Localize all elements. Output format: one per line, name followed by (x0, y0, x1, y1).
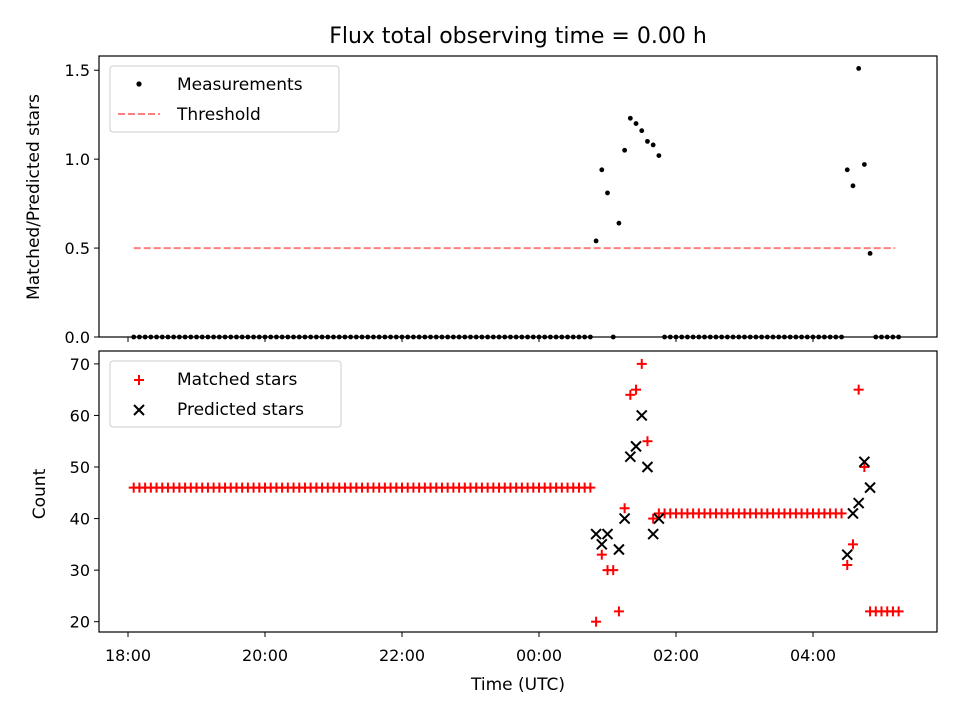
predicted-star-point (841, 548, 853, 561)
matched-star-point (648, 513, 659, 524)
predicted-star-point (858, 456, 871, 468)
matched-star-point (596, 549, 607, 560)
bottom-panel: 20 30 40 50 60 70 18:00 20:00 22:00 00:00 02:00 04… (30, 350, 938, 695)
bottom-y-tick-label: 50 (70, 458, 90, 477)
top-panel: 0.0 0.5 1.0 1.5 Matched/Predicted stars Mea… (24, 55, 938, 347)
legend-predicted-marker (133, 404, 145, 416)
top-y-ticks: 0.0 0.5 1.0 1.5 (65, 61, 99, 347)
predicted-star-point (653, 512, 665, 525)
measurement-point (622, 147, 628, 153)
bottom-y-axis-label: Count (30, 468, 50, 519)
bottom-y-tick-label: 70 (70, 355, 90, 374)
matched-star-point (842, 559, 853, 570)
predicted-star-point (847, 507, 859, 520)
measurement-point (850, 183, 856, 189)
measurement-point (856, 66, 862, 71)
measurement-point (633, 121, 639, 126)
top-legend-box (109, 65, 340, 133)
matched-star-point (585, 482, 596, 493)
matched-star-point (631, 384, 642, 395)
measurement-point (605, 190, 610, 196)
top-y-tick-label: 1.0 (65, 150, 90, 169)
measurement-point (627, 115, 633, 121)
legend-predicted-label: Predicted stars (177, 400, 304, 420)
bottom-y-tick-label: 20 (70, 613, 90, 632)
matched-star-point (619, 503, 630, 514)
matched-star-point (865, 606, 876, 617)
chart-title: Flux total observing time = 0.00 h (329, 24, 707, 49)
bottom-x-ticks: 18:00 20:00 22:00 00:00 02:00 04:00 (105, 632, 836, 665)
legend-measurements-marker (136, 81, 142, 87)
matched-star-point (625, 389, 636, 400)
predicted-star-point (618, 512, 631, 525)
bottom-legend: Matched stars Predicted stars (109, 360, 342, 428)
measurement-point (844, 167, 850, 173)
predicted-star-point (596, 538, 608, 551)
x-tick-label: 04:00 (790, 646, 836, 665)
matched-star-point (859, 462, 870, 473)
x-tick-label: 00:00 (516, 646, 562, 665)
matched-star-point (608, 565, 619, 576)
measurement-point (861, 162, 867, 167)
bottom-legend-box (109, 360, 342, 428)
measurement-point (599, 167, 605, 173)
predicted-star-point (641, 461, 654, 473)
top-y-axis-label: Matched/Predicted stars (24, 94, 44, 300)
matched-star-point (853, 384, 864, 395)
top-y-tick-label: 1.5 (65, 61, 90, 80)
measurement-point (593, 238, 599, 244)
predicted-star-point (636, 409, 648, 422)
x-tick-label: 22:00 (379, 646, 425, 665)
legend-measurements-label: Measurements (177, 75, 303, 95)
measurement-point (656, 153, 662, 158)
matched-star-point (642, 436, 653, 447)
bottom-y-tick-label: 40 (70, 510, 90, 529)
matched-star-point (653, 508, 664, 519)
bottom-marks (128, 358, 904, 627)
top-y-tick-label: 0.5 (65, 239, 90, 258)
measurement-point (616, 220, 622, 226)
bottom-y-tick-label: 60 (70, 406, 90, 425)
legend-threshold-label: Threshold (176, 105, 261, 125)
legend-matched-label: Matched stars (177, 370, 297, 390)
matched-star-point (847, 539, 858, 550)
bottom-plot-frame (98, 350, 938, 633)
measurement-point (867, 251, 873, 256)
bottom-y-ticks: 20 30 40 50 60 70 (70, 355, 99, 632)
x-tick-label: 02:00 (653, 646, 699, 665)
x-axis-label: Time (UTC) (470, 675, 565, 695)
matched-star-point (836, 508, 847, 519)
predicted-star-point (630, 440, 642, 453)
x-tick-label: 20:00 (242, 646, 288, 665)
measurement-point (650, 142, 656, 148)
matched-star-point (591, 616, 602, 627)
predicted-star-point (624, 450, 637, 463)
matched-star-point (613, 606, 624, 617)
legend-matched-marker (134, 375, 144, 385)
x-tick-label: 18:00 (105, 646, 151, 665)
predicted-star-point (590, 528, 602, 540)
measurement-point (645, 138, 650, 144)
matched-star-point (893, 606, 904, 617)
top-plot-frame (98, 55, 938, 338)
top-legend: Measurements Threshold (109, 65, 340, 133)
predicted-star-point (601, 528, 614, 540)
top-y-tick-label: 0.0 (65, 328, 90, 347)
predicted-star-point (864, 481, 876, 494)
predicted-star-point (852, 497, 865, 509)
bottom-y-tick-label: 30 (70, 561, 90, 580)
matched-star-point (636, 358, 647, 369)
predicted-star-point (613, 543, 625, 556)
predicted-star-point (647, 528, 659, 540)
measurement-point (639, 128, 645, 134)
top-x-ticks (127, 337, 814, 342)
